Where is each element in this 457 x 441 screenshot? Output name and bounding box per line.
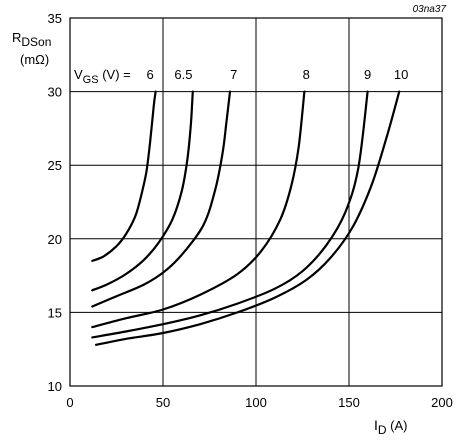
series-line-vgs-6.5 — [91, 90, 194, 292]
legend-prefix: VGS (V) = — [74, 67, 131, 86]
series-label-vgs-8: 8 — [303, 67, 310, 82]
y-tick-label: 20 — [48, 232, 62, 247]
y-tick-label: 10 — [48, 379, 62, 394]
series-line-vgs-7 — [91, 90, 232, 308]
x-tick-label: 100 — [245, 395, 267, 410]
series-line-vgs-6 — [91, 90, 157, 262]
series-labels: 6 6.5 7 8 9 10 — [146, 67, 408, 82]
figure-code: 03na37 — [413, 4, 447, 15]
series-line-vgs-8 — [91, 90, 306, 329]
series-label-vgs-7: 7 — [230, 67, 237, 82]
y-axis-unit: (mΩ) — [20, 52, 49, 67]
y-tick-label: 25 — [48, 158, 62, 173]
x-tick-label: 50 — [156, 395, 170, 410]
tick-labels: 0 50 100 150 200 10 15 20 25 30 35 — [48, 11, 453, 410]
x-tick-label: 150 — [338, 395, 360, 410]
y-axis-title: RDSon — [12, 30, 51, 49]
series-line-vgs-9 — [91, 90, 369, 339]
x-axis-title: ID (A) — [374, 417, 408, 437]
curves — [91, 90, 401, 346]
x-tick-label: 0 — [66, 395, 73, 410]
y-tick-label: 30 — [48, 85, 62, 100]
x-tick-label: 200 — [431, 395, 453, 410]
series-line-vgs-10 — [94, 90, 401, 346]
series-label-vgs-10: 10 — [394, 67, 408, 82]
y-tick-label: 15 — [48, 305, 62, 320]
series-label-vgs-6.5: 6.5 — [174, 67, 192, 82]
series-label-vgs-6: 6 — [146, 67, 153, 82]
plot-frame — [69, 17, 443, 387]
y-tick-label: 35 — [48, 11, 62, 26]
series-label-vgs-9: 9 — [364, 67, 371, 82]
